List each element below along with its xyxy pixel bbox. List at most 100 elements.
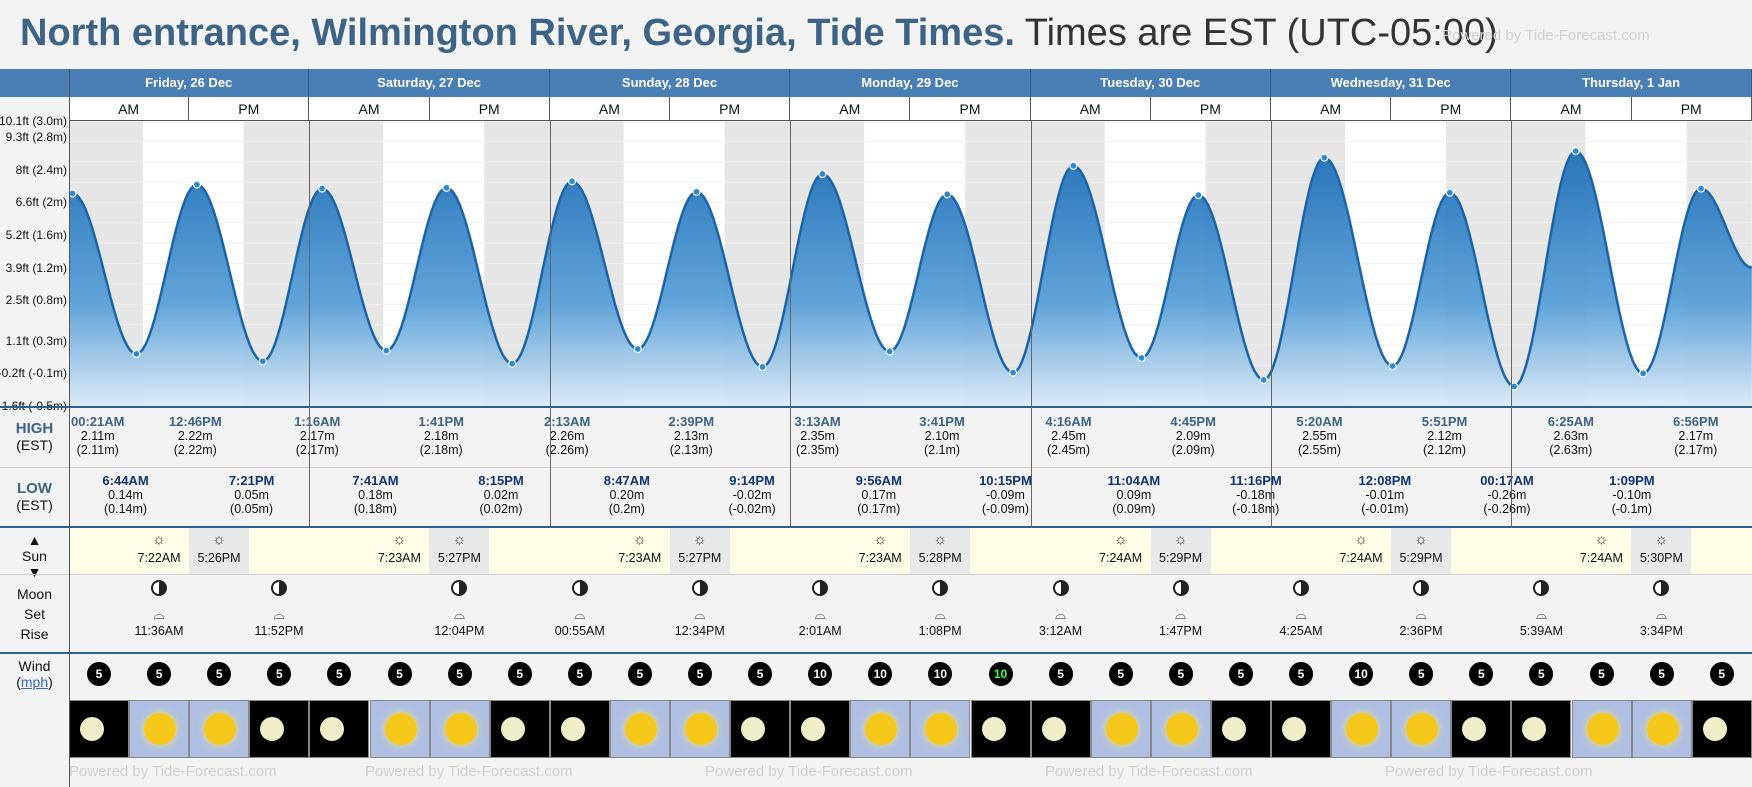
sunrise-cell: ☼ 7:23AM — [369, 528, 429, 574]
sunrise-icon: ☼ — [1113, 531, 1128, 548]
sunset-icon: ☼ — [692, 531, 707, 548]
sunrise-cell: ☼ 7:22AM — [129, 528, 189, 574]
high-tide-cell: 1:41PM 2.18m (2.18m) — [418, 414, 464, 458]
am-label: AM — [1030, 97, 1151, 121]
high-tide-cell: 2:13AM 2.26m (2.26m) — [544, 415, 590, 458]
low-tide-height: -0.09m — [985, 488, 1025, 502]
am-label: AM — [1271, 97, 1392, 121]
sunset-icon: ☼ — [1414, 531, 1428, 548]
y-tick-label: 6.6ft (2m) — [15, 195, 67, 210]
sunrise-cell: ☼ 7:24AM — [1091, 528, 1151, 574]
sun-icon — [1105, 713, 1138, 745]
day-header: Monday, 29 Dec — [790, 69, 1031, 97]
moon-time: 1:08PM — [918, 624, 962, 638]
low-tide-cell: 7:21PM 0.05m (0.05m) — [229, 474, 275, 517]
wind-speed-badge: 5 — [147, 662, 172, 686]
sun-icon — [204, 713, 237, 745]
low-tide-time: 1:09PM — [1609, 473, 1655, 488]
high-tide-time: 3:41PM — [919, 414, 965, 429]
tide-point — [1137, 353, 1146, 363]
low-tide-height-alt: (-0.18m) — [1232, 502, 1280, 516]
moon-icon — [1462, 717, 1487, 741]
tide-point — [1008, 368, 1018, 377]
wind-speed-badge: 5 — [1409, 662, 1434, 686]
low-tide-height-alt: (0.18m) — [353, 502, 397, 516]
low-tide-height: 0.09m — [1116, 488, 1152, 502]
day-header: Friday, 26 Dec — [69, 69, 310, 97]
high-tide-time: 1:16AM — [294, 414, 341, 429]
sunrise-time: 7:24AM — [1099, 551, 1143, 565]
high-tide-cell: 4:45PM 2.09m (2.09m) — [1170, 414, 1216, 458]
wind-speed-badge: 5 — [1168, 662, 1193, 686]
weather-cell — [1331, 700, 1392, 758]
low-tide-cell: 9:14PM -0.02m (-0.02m) — [728, 474, 775, 517]
tide-chart — [69, 121, 1752, 406]
y-axis: 10.1ft (3.0m) 9.3ft (2.8m) 8ft (2.4m) 6.6ft… — [0, 114, 69, 413]
sunset-time: 5:27PM — [437, 551, 481, 565]
tide-point — [508, 359, 517, 368]
moon-time: 3:34PM — [1639, 624, 1683, 638]
weather-cell — [609, 700, 670, 758]
low-tide-height: 0.02m — [483, 488, 519, 502]
moon-icon — [560, 717, 585, 741]
low-tide-height-alt: (-0.01m) — [1361, 502, 1409, 516]
wind-speed-badge: 5 — [1709, 662, 1734, 686]
low-tide-cell: 9:56AM 0.17m (0.17m) — [856, 474, 902, 517]
high-tide-time: 5:20AM — [1296, 414, 1343, 429]
sunset-time: 5:26PM — [197, 551, 241, 565]
high-tide-time: 12:46PM — [168, 414, 222, 429]
low-tide-height: -0.26m — [1487, 488, 1527, 502]
moon-icon — [500, 717, 525, 741]
sun-icon — [1646, 713, 1679, 745]
sunset-cell: ☼ 5:29PM — [1391, 528, 1451, 574]
moonrise-icon: ⌓ — [814, 606, 826, 622]
am-label: AM — [549, 97, 670, 121]
wind-speed-badge: 5 — [1228, 662, 1253, 686]
high-tide-height-alt: (2.11m) — [76, 443, 119, 457]
wind-unit-link[interactable]: mph — [20, 674, 49, 690]
y-tick-label: -0.2ft (-0.1m) — [0, 366, 67, 381]
weather-cell — [309, 700, 370, 758]
day-divider — [549, 121, 551, 527]
low-tide-time: 6:44AM — [102, 473, 149, 488]
low-tide-cell: 8:47AM 0.20m (0.2m) — [604, 474, 650, 517]
high-tide-time: 4:45PM — [1170, 414, 1216, 429]
sunset-cell: ☼ 5:28PM — [910, 528, 971, 574]
moon-icon — [741, 717, 766, 741]
day-divider — [1030, 121, 1032, 527]
wind-speed-badge: 10 — [868, 662, 893, 686]
sunrise-time: 7:23AM — [618, 551, 662, 565]
moon-cell: ⌓ 3:34PM — [1631, 580, 1691, 638]
sunrise-cell: ☼ 7:24AM — [1331, 528, 1391, 574]
high-tide-height-alt: (2.1m) — [923, 443, 961, 457]
high-tide-time: 1:41PM — [418, 414, 464, 429]
low-tide-height: -0.10m — [1612, 488, 1652, 502]
tide-point — [132, 349, 141, 358]
moon-cell: ⌓ 3:12AM — [1031, 580, 1091, 638]
pm-label: PM — [1631, 97, 1752, 121]
low-tide-height-alt: (0.05m) — [230, 502, 274, 516]
high-tide-height: 2.10m — [924, 429, 960, 443]
tide-point — [818, 169, 827, 179]
tide-point — [69, 189, 77, 198]
low-tide-cell: 12:08PM -0.01m (-0.01m) — [1359, 474, 1412, 517]
footer-watermark: Powered by Tide-Forecast.com — [365, 763, 573, 780]
footer-watermark: Powered by Tide-Forecast.com — [69, 763, 277, 780]
moon-time: 2:01AM — [798, 624, 842, 638]
moon-phase-icon — [151, 580, 167, 596]
sunset-time: 5:29PM — [1159, 551, 1203, 565]
low-tide-time: 7:41AM — [352, 473, 399, 488]
high-tide-cell: 4:16AM 2.45m (2.45m) — [1045, 415, 1091, 458]
am-label: AM — [309, 97, 430, 121]
sunrise-time: 7:24AM — [1339, 551, 1383, 565]
footer-watermark: Powered by Tide-Forecast.com — [1385, 763, 1593, 780]
high-tide-time: 3:13AM — [794, 414, 841, 429]
footer-watermark: Powered by Tide-Forecast.com — [705, 763, 913, 780]
tide-point — [885, 347, 894, 356]
high-tide-height: 2.09m — [1175, 429, 1211, 443]
high-tide-height: 2.45m — [1051, 429, 1086, 443]
moon-phase-icon — [1533, 580, 1550, 596]
weather-cell — [129, 700, 190, 758]
tide-point — [1320, 153, 1329, 162]
high-tide-height-alt: (2.22m) — [173, 443, 217, 457]
